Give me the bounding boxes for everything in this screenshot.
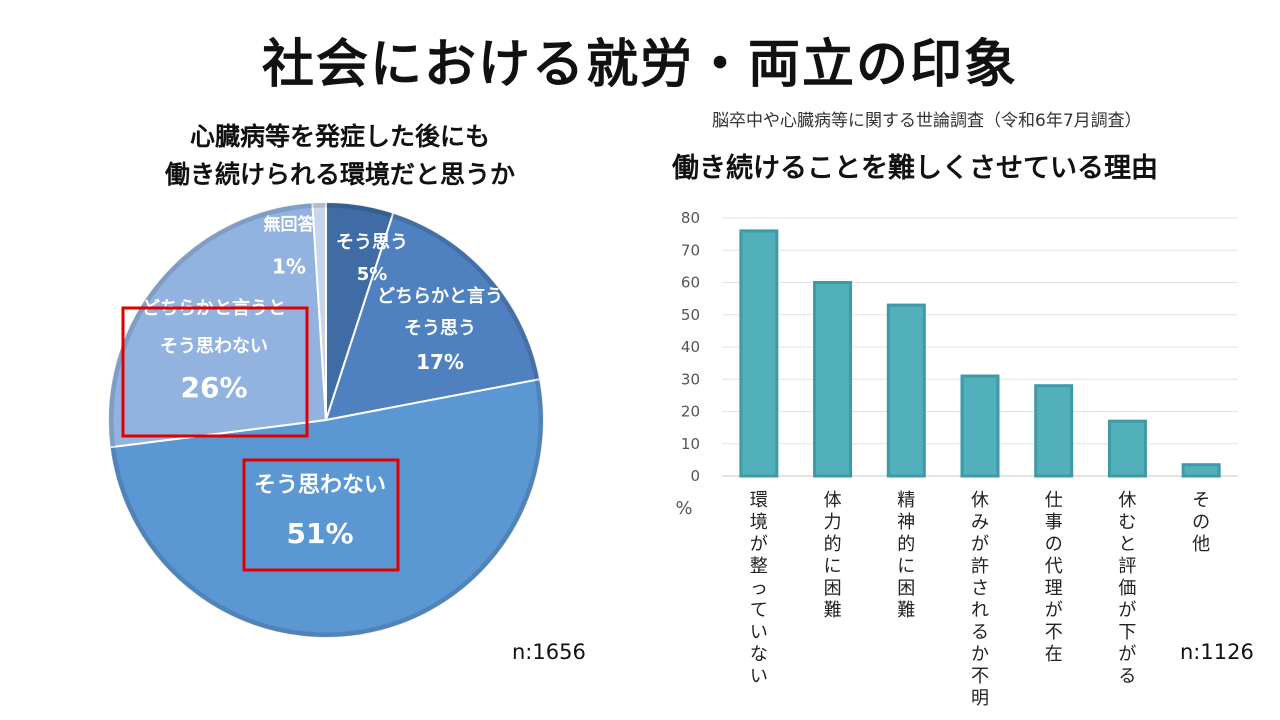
pie-slice-label: そう思う (404, 318, 476, 339)
pie-slice-label: 無回答 (264, 214, 316, 235)
highlight-box (121, 306, 309, 438)
bar-chart-title: 働き続けることを難しくさせている理由 (672, 153, 1158, 184)
pie-slice-label: そう思わない (160, 336, 268, 357)
x-category-label: 環境が整っていない (750, 490, 768, 687)
pie-sample-size: n:1656 (512, 640, 586, 664)
y-tick-label: 10 (681, 435, 700, 453)
y-tick-label: 40 (681, 338, 700, 356)
bar (739, 229, 779, 478)
x-category-label: 休むと評価が下がる (1118, 490, 1136, 687)
pie-slice (107, 201, 328, 449)
x-category-label: 仕事の代理が不在 (1045, 490, 1063, 665)
pie-slice-percent: 26% (180, 371, 247, 404)
bar (960, 374, 1000, 478)
bar (886, 303, 926, 478)
survey-source: 脳卒中や心臓病等に関する世論調査（令和6年7月調査） (712, 111, 1142, 131)
y-tick-label: 80 (681, 209, 700, 227)
bar-sample-size: n:1126 (1180, 640, 1254, 664)
bar (813, 281, 853, 478)
y-tick-label: 20 (681, 403, 700, 421)
y-tick-label: 70 (681, 241, 700, 259)
pie-title-line-1: 心臓病等を発症した後にも (189, 122, 490, 151)
y-axis-unit: % (675, 498, 692, 519)
pie-slice-label: そう思わない (254, 473, 386, 498)
pie-title-line-2: 働き続けられる環境だと思うか (164, 160, 515, 189)
x-category-label: 精神的に困難 (897, 490, 915, 621)
pie-slice-label: そう思う (336, 232, 408, 253)
pie-slice (311, 200, 327, 421)
highlight-box (242, 458, 400, 572)
pie-slice (108, 377, 545, 639)
pie-chart-title: 心臓病等を発症した後にも 働き続けられる環境だと思うか (60, 118, 620, 194)
bar (1034, 384, 1074, 478)
x-category-label: 休みが許されるか不明 (971, 490, 989, 709)
main-title: 社会における就労・両立の印象 (261, 35, 1018, 95)
y-tick-label: 60 (681, 274, 700, 292)
bar (1181, 463, 1221, 478)
pie-chart: そう思う5%どちらかと言うそう思う17%そう思わない51%どちらかと言うとそう思… (107, 200, 545, 639)
y-tick-label: 50 (681, 306, 700, 324)
pie-slice-percent: 17% (416, 350, 464, 374)
pie-rim (108, 202, 544, 638)
pie-slice (324, 211, 542, 422)
x-category-label: その他 (1192, 490, 1210, 555)
pie-slice-percent: 5% (357, 264, 388, 285)
bar (1107, 419, 1147, 478)
pie-slice-percent: 1% (272, 255, 306, 279)
y-tick-label: 30 (681, 370, 700, 388)
x-category-label: 体力的に困難 (824, 490, 842, 621)
bar-chart: % 80 70 60 50 40 30 20 10 0 環境が整っていない 体力的に困難 精神的に困難… (675, 209, 1238, 709)
pie-slice-percent: 51% (286, 517, 353, 550)
y-tick-label: 0 (690, 467, 700, 485)
pie-slice-label: どちらかと言う (377, 285, 503, 307)
